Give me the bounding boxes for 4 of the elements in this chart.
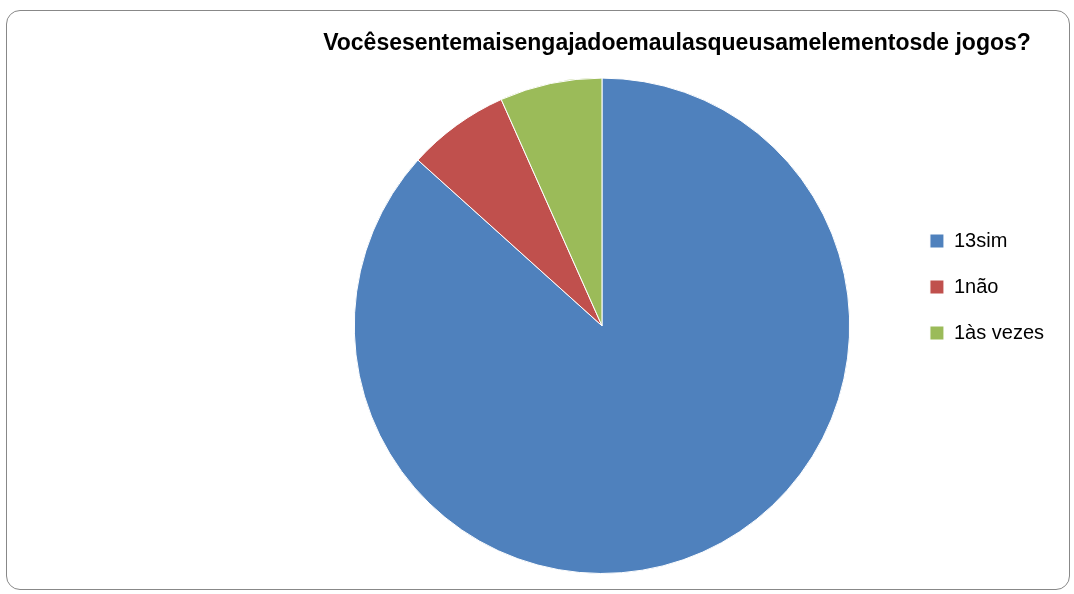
chart-title: Vocêsesentemaisengajadoemaulasqueusamelementosde jogos? — [323, 29, 1031, 56]
legend-label: 1às vezes — [953, 320, 1045, 343]
legend-label: 1não — [953, 274, 999, 297]
legend-label: 13sim — [953, 228, 1008, 251]
